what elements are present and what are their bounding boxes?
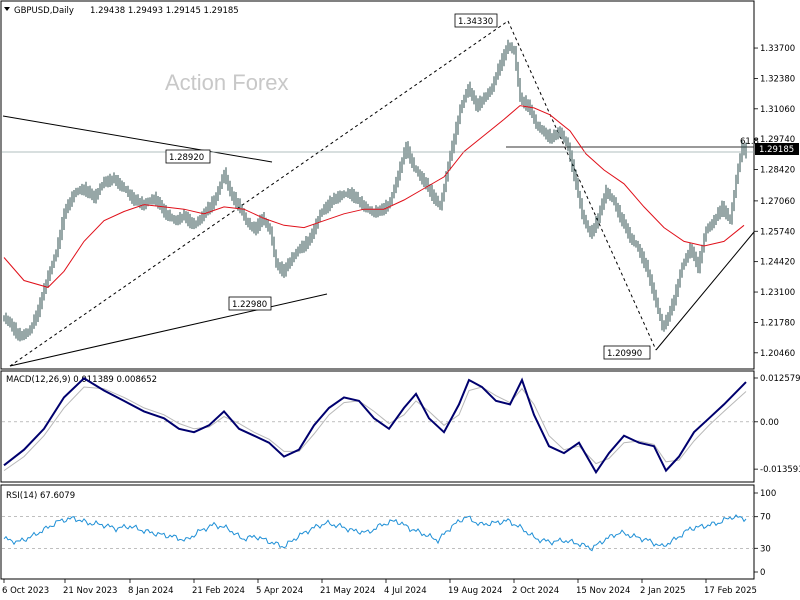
rsi-line [3,514,747,552]
rsi-tick-label: 100 [760,489,776,499]
price-tick-label: 1.28420 [760,166,795,176]
date-tick-label: 15 Nov 2024 [576,586,630,596]
rsi-tick-label: 30 [760,544,771,554]
macd-tick-label: -0.013593 [760,465,800,475]
channel-up-dashed-line [9,20,509,367]
date-tick-label: 2 Oct 2024 [512,586,559,596]
date-tick-label: 21 Feb 2024 [192,586,245,596]
trend-lines [2,20,755,367]
drop-dashed-line [507,20,657,351]
date-tick-label: 2 Jan 2025 [640,586,686,596]
price-tick-label: 1.33700 [760,44,795,54]
date-tick-label: 4 Jul 2024 [384,586,427,596]
fib-label: 61.8 [740,137,759,147]
price-tick-label: 1.21780 [760,318,795,328]
last-price-tag: 1.29185 [755,143,799,155]
date-tick-label: 6 Oct 2023 [2,586,49,596]
price-tick-label: 1.31060 [760,105,795,115]
rsi-tick-label: 70 [760,513,771,523]
symbol-label: GBPUSD,Daily [14,6,74,16]
price-tick-label: 1.23100 [760,288,795,298]
annotation-apr-low: 1.22980 [228,296,272,311]
macd-line [3,377,747,475]
price-tick-label: 1.24420 [760,258,795,268]
macd-signal-line [3,386,747,472]
svg-text:1.29185: 1.29185 [759,145,794,155]
macd-panel-frame [0,370,755,483]
date-tick-label: 17 Feb 2025 [704,586,757,596]
svg-text:1.28920: 1.28920 [169,153,204,163]
date-tick-label: 19 Aug 2024 [448,586,502,596]
rsi-label: RSI(14) 67.6079 [6,491,75,501]
svg-text:1.20990: 1.20990 [607,349,642,359]
annotation-jan-low: 1.20990 [603,345,651,360]
rising-support-line [655,231,755,351]
rsi-panel-frame [0,484,755,580]
ohlc-values: 1.29438 1.29493 1.29145 1.29185 [90,6,239,16]
annotation-high: 1.34330 [454,13,498,28]
date-tick-label: 21 Nov 2023 [63,586,117,596]
moving-average-line [3,105,745,288]
price-tick-label: 1.20460 [760,349,795,359]
price-tick-label: 1.32380 [760,74,795,84]
svg-text:1.22980: 1.22980 [232,300,267,310]
price-panel-frame [0,0,755,370]
watermark: Action Forex [165,70,289,95]
upper-resistance-line [2,115,273,163]
collapse-triangle-icon[interactable] [4,7,10,11]
annotation-feb-high: 1.28920 [165,149,211,164]
macd-tick-label: 0.012579 [760,374,800,384]
price-tick-label: 1.25740 [760,227,795,237]
date-tick-label: 5 Apr 2024 [256,586,303,596]
date-tick-label: 8 Jan 2024 [128,586,174,596]
rsi-tick-label: 0 [760,568,765,578]
macd-tick-label: 0.00 [760,418,779,428]
lower-support-line [9,293,328,367]
price-tick-label: 1.29740 [760,135,795,145]
date-tick-label: 21 May 2024 [320,586,375,596]
price-tick-label: 1.27060 [760,197,795,207]
svg-text:1.34330: 1.34330 [458,17,493,27]
